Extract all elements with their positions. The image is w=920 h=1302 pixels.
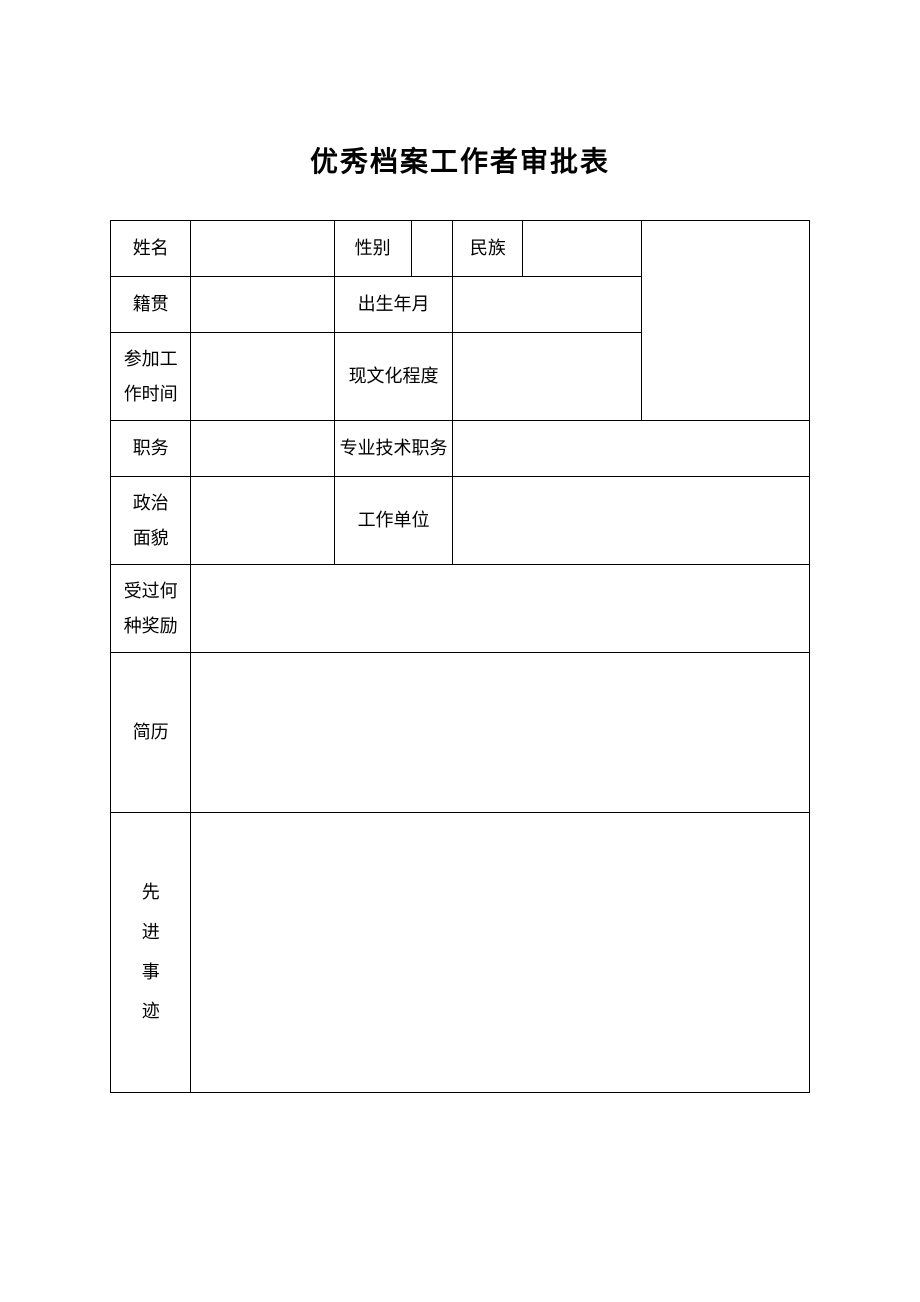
label-education: 现文化程度 [334, 333, 453, 421]
label-native-place: 籍贯 [111, 277, 191, 333]
table-row: 政治 面貌 工作单位 [111, 477, 810, 565]
value-awards [191, 565, 810, 653]
value-birth-date [453, 277, 642, 333]
value-resume [191, 653, 810, 813]
label-ethnicity: 民族 [453, 221, 523, 277]
deeds-c3: 事 [142, 953, 160, 993]
label-work-start-line1: 参加工 [115, 342, 186, 376]
label-position: 职务 [111, 421, 191, 477]
label-awards-line2: 种奖励 [115, 609, 186, 643]
value-education [453, 333, 642, 421]
page-container: 优秀档案工作者审批表 姓名 性别 民族 籍贯 出生年月 [0, 0, 920, 1093]
photo-area [642, 221, 810, 421]
deeds-c2: 进 [142, 913, 160, 953]
label-political-line2: 面貌 [115, 521, 186, 555]
value-ethnicity [523, 221, 642, 277]
approval-form-table: 姓名 性别 民族 籍贯 出生年月 参加工 作时间 现文化程度 职务 [110, 220, 810, 1093]
label-birth-date: 出生年月 [334, 277, 453, 333]
value-tech-title [453, 421, 810, 477]
label-tech-title: 专业技术职务 [334, 421, 453, 477]
label-work-start-line2: 作时间 [115, 377, 186, 411]
label-name: 姓名 [111, 221, 191, 277]
value-political [191, 477, 334, 565]
label-deeds: 先 进 事 迹 [111, 813, 191, 1093]
value-deeds [191, 813, 810, 1093]
value-work-start [191, 333, 334, 421]
value-position [191, 421, 334, 477]
label-work-unit: 工作单位 [334, 477, 453, 565]
table-row: 姓名 性别 民族 [111, 221, 810, 277]
label-political: 政治 面貌 [111, 477, 191, 565]
table-row: 受过何 种奖励 [111, 565, 810, 653]
table-row: 简历 [111, 653, 810, 813]
label-awards-line1: 受过何 [115, 574, 186, 608]
label-awards: 受过何 种奖励 [111, 565, 191, 653]
label-gender: 性别 [334, 221, 411, 277]
label-political-line1: 政治 [115, 486, 186, 520]
table-row: 职务 专业技术职务 [111, 421, 810, 477]
table-row: 先 进 事 迹 [111, 813, 810, 1093]
deeds-c1: 先 [142, 873, 160, 913]
deeds-c4: 迹 [142, 992, 160, 1032]
value-work-unit [453, 477, 810, 565]
label-work-start: 参加工 作时间 [111, 333, 191, 421]
label-resume: 简历 [111, 653, 191, 813]
form-title: 优秀档案工作者审批表 [110, 140, 810, 180]
value-name [191, 221, 334, 277]
value-gender [411, 221, 453, 277]
value-native-place [191, 277, 334, 333]
